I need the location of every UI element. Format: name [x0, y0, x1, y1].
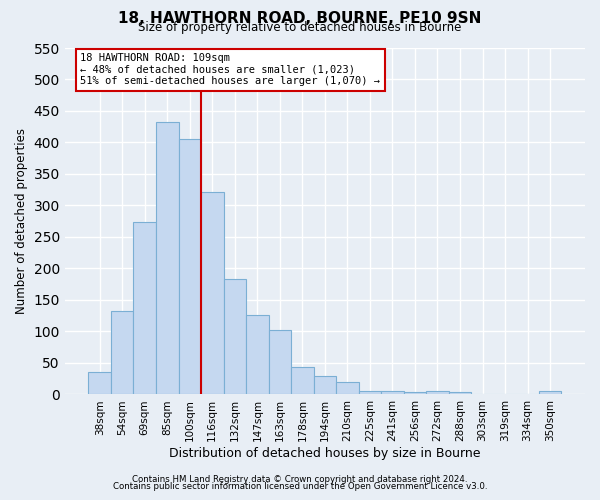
Text: 18, HAWTHORN ROAD, BOURNE, PE10 9SN: 18, HAWTHORN ROAD, BOURNE, PE10 9SN — [118, 11, 482, 26]
Bar — [404, 392, 426, 394]
Bar — [314, 376, 336, 394]
Bar — [246, 315, 269, 394]
Bar — [291, 366, 314, 394]
Bar — [179, 138, 201, 394]
Bar — [359, 390, 381, 394]
Text: Contains HM Land Registry data © Crown copyright and database right 2024.: Contains HM Land Registry data © Crown c… — [132, 475, 468, 484]
Bar — [111, 310, 133, 394]
Bar — [133, 222, 156, 394]
X-axis label: Distribution of detached houses by size in Bourne: Distribution of detached houses by size … — [169, 447, 481, 460]
Bar — [156, 122, 179, 394]
Bar — [88, 372, 111, 394]
Bar — [449, 392, 471, 394]
Bar — [381, 390, 404, 394]
Bar — [336, 382, 359, 394]
Y-axis label: Number of detached properties: Number of detached properties — [15, 128, 28, 314]
Bar — [269, 330, 291, 394]
Bar — [539, 392, 562, 394]
Bar — [201, 192, 224, 394]
Text: 18 HAWTHORN ROAD: 109sqm
← 48% of detached houses are smaller (1,023)
51% of sem: 18 HAWTHORN ROAD: 109sqm ← 48% of detach… — [80, 53, 380, 86]
Text: Contains public sector information licensed under the Open Government Licence v3: Contains public sector information licen… — [113, 482, 487, 491]
Bar — [224, 278, 246, 394]
Bar — [426, 392, 449, 394]
Text: Size of property relative to detached houses in Bourne: Size of property relative to detached ho… — [139, 22, 461, 35]
